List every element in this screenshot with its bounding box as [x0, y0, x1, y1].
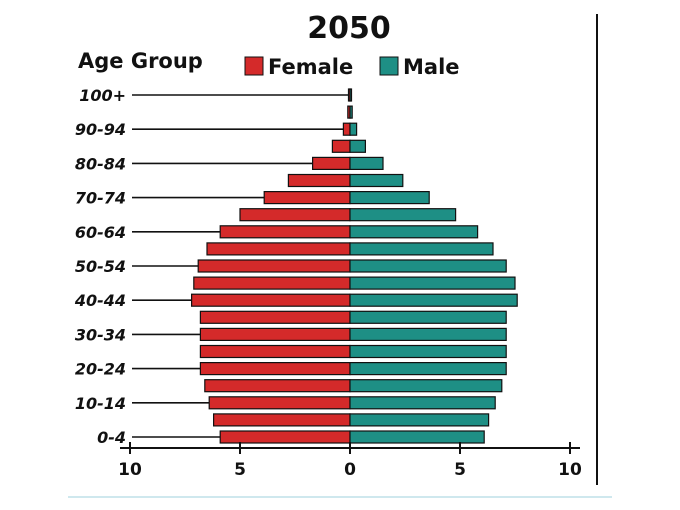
y-tick-label-30-34: 30-34: [75, 325, 126, 344]
male-bar-45-49: [349, 276, 516, 290]
female-bar-5-9: [213, 413, 351, 427]
male-bar-95-99: [349, 105, 353, 119]
female-bar-60-64: [219, 225, 351, 239]
y-tick-label-20-24: 20-24: [75, 360, 126, 379]
male-bar-25-29: [349, 344, 507, 359]
legend-swatch-male: [379, 56, 399, 76]
x-tick-label: 5: [454, 460, 466, 480]
chart-title: 2050: [307, 11, 391, 46]
female-bar-40-44: [191, 293, 351, 307]
y-tick-label-100+: 100+: [79, 86, 126, 105]
male-bars: [349, 88, 518, 444]
y-tick-label-10-14: 10-14: [75, 394, 126, 413]
x-tick-label: 5: [234, 460, 246, 480]
female-bar-0-4: [219, 430, 351, 444]
male-bar-20-24: [349, 362, 507, 376]
y-tick-labels: 0-4 10-14 20-24 30-34 40-44 50-54 60-64 70-74 80…: [74, 86, 126, 447]
y-tick-label-90-94: 90-94: [75, 120, 126, 139]
legend-label-female: Female: [268, 55, 353, 79]
female-bar-70-74: [263, 191, 351, 205]
female-bar-65-69: [239, 208, 351, 222]
y-tick-label-80-84: 80-84: [75, 154, 126, 173]
x-tick-labels: 10 5 0 5 10: [118, 442, 582, 480]
female-bar-20-24: [199, 362, 351, 376]
legend-label-male: Male: [403, 55, 460, 79]
male-bar-30-34: [349, 327, 507, 341]
male-bar-5-9: [349, 413, 490, 427]
female-bar-50-54: [197, 259, 351, 273]
female-bar-85-89: [331, 139, 351, 153]
female-bar-25-29: [199, 344, 351, 359]
male-bar-85-89: [349, 139, 366, 153]
age-group-axis-title: Age Group: [78, 49, 203, 73]
male-bar-100+: [349, 88, 353, 102]
male-bar-40-44: [349, 293, 518, 307]
male-bar-0-4: [349, 430, 485, 444]
male-bar-35-39: [349, 310, 507, 324]
female-bar-80-84: [312, 156, 351, 170]
female-bar-10-14: [208, 396, 351, 410]
female-bar-35-39: [199, 310, 351, 324]
female-bar-75-79: [287, 173, 351, 188]
y-tick-label-70-74: 70-74: [75, 189, 126, 208]
male-bar-60-64: [349, 225, 479, 239]
y-tick-label-60-64: 60-64: [75, 223, 126, 242]
female-bar-45-49: [193, 276, 351, 290]
male-bar-10-14: [349, 396, 496, 410]
legend-swatch-female: [244, 56, 264, 76]
male-bar-80-84: [349, 156, 384, 170]
y-tick-label-50-54: 50-54: [75, 257, 126, 276]
x-tick-label: 0: [344, 460, 356, 480]
male-bar-90-94: [349, 122, 358, 136]
male-bar-55-59: [349, 242, 494, 256]
female-bars: [191, 88, 351, 444]
male-bar-50-54: [349, 259, 507, 273]
female-bar-15-19: [204, 379, 351, 393]
y-tick-label-0-4: 0-4: [97, 428, 126, 447]
male-bar-15-19: [349, 379, 503, 393]
female-bar-30-34: [199, 327, 351, 341]
female-bar-90-94: [342, 122, 351, 136]
age-label-leader-lines: [132, 94, 349, 438]
x-tick-label: 10: [118, 460, 142, 480]
male-bar-65-69: [349, 208, 457, 222]
female-bar-55-59: [206, 242, 351, 256]
x-tick-label: 10: [558, 460, 582, 480]
legend: Female Male: [244, 55, 460, 79]
y-tick-label-40-44: 40-44: [74, 291, 126, 310]
male-bar-75-79: [349, 173, 404, 188]
male-bar-70-74: [349, 191, 430, 205]
